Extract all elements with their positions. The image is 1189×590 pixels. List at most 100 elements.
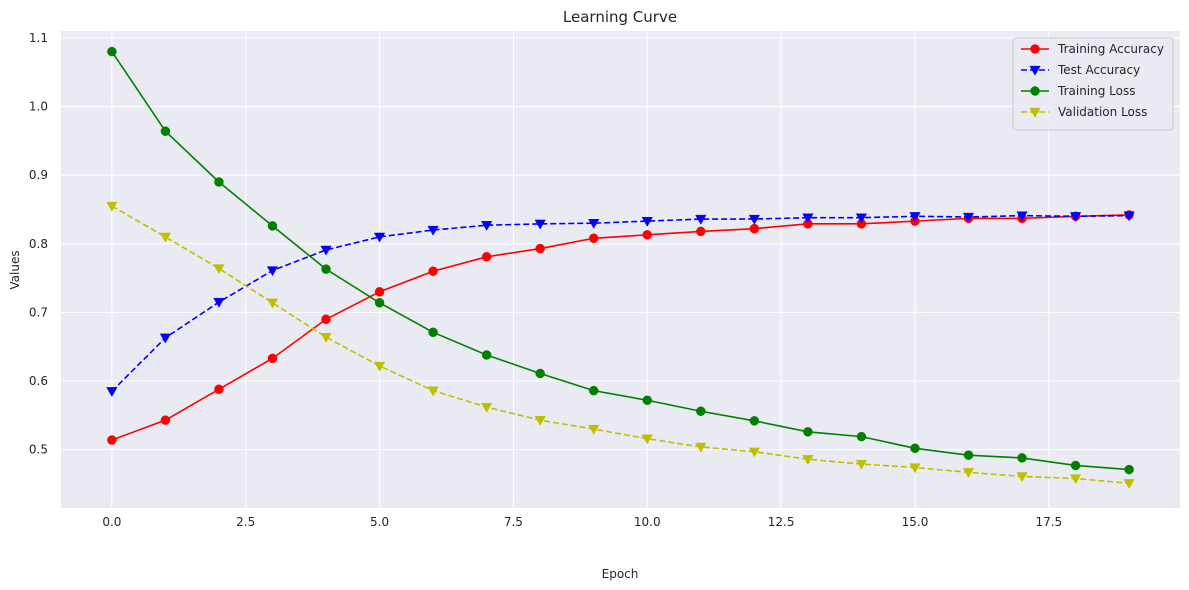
data-point xyxy=(856,431,867,442)
data-point xyxy=(534,219,546,230)
data-point xyxy=(1069,212,1082,223)
data-point xyxy=(374,298,385,308)
data-point xyxy=(1123,479,1135,489)
legend-label: Training Accuracy xyxy=(1057,42,1164,56)
data-point xyxy=(695,442,707,453)
data-point xyxy=(427,225,439,236)
data-point xyxy=(1123,211,1135,222)
data-point xyxy=(373,232,386,243)
data-point xyxy=(535,243,545,254)
legend: Training Accuracy Test Accuracy Training L… xyxy=(1012,37,1174,131)
data-point xyxy=(534,415,546,426)
series-test-accuracy xyxy=(106,211,1135,398)
series-training-loss xyxy=(107,46,1134,475)
series-layer xyxy=(106,46,1135,489)
series-validation-loss xyxy=(106,201,1135,489)
data-point xyxy=(962,468,975,479)
data-point xyxy=(802,213,814,224)
data-point xyxy=(481,350,492,360)
series-line-test-accuracy xyxy=(111,214,1130,392)
data-point xyxy=(159,333,172,344)
data-point xyxy=(748,214,760,225)
data-point xyxy=(1124,464,1134,475)
data-point xyxy=(106,201,118,212)
data-point xyxy=(803,427,813,437)
data-point xyxy=(373,361,386,372)
y-tick-label: 0.8 xyxy=(29,237,48,251)
data-point xyxy=(588,233,599,244)
data-point xyxy=(962,212,975,223)
data-point xyxy=(855,459,868,470)
data-point xyxy=(320,332,332,343)
x-tick-label: 17.5 xyxy=(1035,515,1062,529)
data-point xyxy=(321,264,331,274)
plot-background xyxy=(61,31,1180,508)
chart-title: Learning Curve xyxy=(563,8,677,26)
x-tick-label: 10.0 xyxy=(634,515,661,529)
data-point xyxy=(321,314,331,325)
data-point xyxy=(749,416,760,426)
data-point xyxy=(213,264,225,275)
data-point xyxy=(214,177,224,187)
y-tick-label: 1.1 xyxy=(29,31,48,45)
data-point xyxy=(909,212,921,223)
data-point xyxy=(213,297,225,308)
data-point xyxy=(910,443,920,454)
series-line-validation-loss xyxy=(111,205,1130,485)
data-point xyxy=(427,386,439,397)
x-tick-label: 12.5 xyxy=(768,515,795,529)
data-point xyxy=(696,226,706,237)
legend-label: Training Loss xyxy=(1057,84,1135,98)
data-point xyxy=(428,266,438,276)
data-point xyxy=(266,266,279,277)
y-tick-label: 0.9 xyxy=(29,168,48,182)
series-line-training-loss xyxy=(111,51,1130,471)
data-point xyxy=(320,245,332,256)
x-tick-label: 0.0 xyxy=(102,515,121,529)
data-point xyxy=(696,406,706,416)
data-point xyxy=(481,402,493,413)
data-point xyxy=(695,214,707,225)
x-tick-label: 5.0 xyxy=(370,515,389,529)
data-point xyxy=(588,219,600,229)
data-point xyxy=(106,387,118,398)
data-point xyxy=(641,434,653,445)
data-point xyxy=(909,463,921,474)
data-point xyxy=(749,223,760,234)
data-point xyxy=(266,298,279,309)
data-point xyxy=(963,450,974,460)
x-axis-label: Epoch xyxy=(602,567,639,581)
data-point xyxy=(481,221,493,231)
data-point xyxy=(588,424,600,435)
ticks: 0.0 2.5 5.0 7.5 10.0 12.5 15.0 17.5 0.5 0.6 0.7 0.8… xyxy=(29,31,1062,529)
data-point xyxy=(214,384,224,395)
data-point xyxy=(159,232,172,243)
legend-marker xyxy=(1030,86,1040,96)
data-point xyxy=(374,287,385,297)
data-point xyxy=(642,230,653,240)
data-point xyxy=(160,415,171,425)
data-point xyxy=(1016,211,1028,222)
data-point xyxy=(267,221,278,231)
legend-marker xyxy=(1029,107,1041,118)
data-point xyxy=(107,46,117,57)
legend-label: Validation Loss xyxy=(1058,105,1147,119)
data-point xyxy=(588,385,599,396)
data-point xyxy=(641,216,653,227)
y-axis-label: Values xyxy=(8,250,22,289)
data-point xyxy=(642,395,653,405)
data-point xyxy=(107,435,117,445)
data-point xyxy=(481,252,492,262)
y-tick-label: 0.5 xyxy=(29,443,48,457)
data-point xyxy=(1016,472,1028,483)
grid xyxy=(61,31,1180,508)
data-point xyxy=(855,213,868,224)
x-tick-label: 7.5 xyxy=(504,515,523,529)
data-point xyxy=(535,368,545,379)
series-line-training-accuracy xyxy=(111,214,1130,441)
data-point xyxy=(1017,453,1027,463)
y-tick-label: 0.6 xyxy=(29,374,48,388)
data-point xyxy=(802,455,814,465)
legend-label: Test Accuracy xyxy=(1057,63,1140,77)
